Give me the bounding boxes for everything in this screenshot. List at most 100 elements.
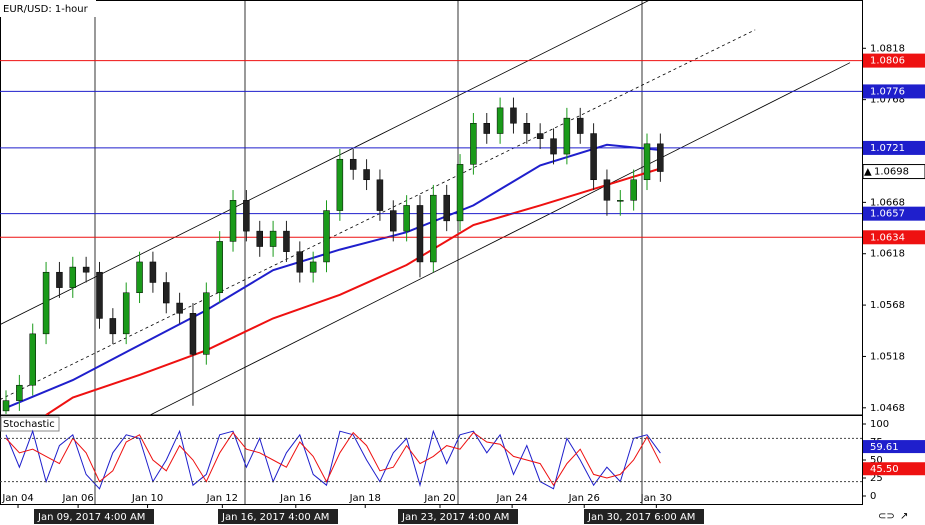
level-label-bg: [863, 84, 925, 99]
week-separators: [94, 0, 643, 505]
level-label-bg: [863, 230, 925, 245]
y-tick-label: 1.0818: [870, 43, 905, 54]
x-tick-label: Jan 06: [61, 493, 93, 504]
x-tick-label: Jan 12: [206, 493, 238, 504]
candle-body: [510, 107, 517, 124]
x-tick-label: Jan 18: [349, 493, 381, 504]
candle-body: [269, 230, 277, 247]
x-tick-label: Jan 16: [279, 493, 311, 504]
candle-body: [149, 261, 157, 283]
x-tick-label: Jan 24: [495, 493, 527, 504]
channel-line: [150, 62, 851, 415]
candle-body: [657, 143, 664, 172]
candle-body: [109, 318, 117, 335]
x-tick-label: Jan 26: [568, 493, 600, 504]
time-bar-bg: [218, 509, 338, 524]
stoch-line: [5, 429, 661, 490]
x-tick-label: Jan 10: [131, 493, 163, 504]
candle-body: [416, 205, 424, 263]
stoch-tick-label: 25: [870, 473, 883, 484]
time-bar-label: Jan 09, 2017 4:00 AM: [37, 512, 145, 523]
price-label: 1.0698: [874, 167, 909, 178]
candle-body: [430, 194, 437, 263]
candle-body: [29, 333, 36, 386]
time-bar-bg: [584, 509, 704, 524]
y-tick-label: 1.0768: [870, 95, 905, 106]
time-bar-bg: [34, 509, 154, 524]
candle-body: [349, 158, 357, 170]
x-tick-label: Jan 20: [423, 493, 455, 504]
stoch-line: [5, 431, 661, 487]
candle-body: [390, 210, 397, 232]
candle-body: [536, 133, 544, 139]
stoch-title: Stochastic: [3, 419, 55, 430]
candle-body: [336, 158, 344, 211]
candle-body: [323, 210, 330, 263]
y-tick-label: 1.0618: [870, 249, 905, 260]
candle-body: [456, 164, 464, 222]
x-tick-label: Jan 04: [1, 493, 33, 504]
x-tick-label: Jan 30: [640, 493, 672, 504]
candle-body: [496, 107, 504, 134]
candle-body: [470, 123, 477, 165]
y-tick-label: 1.0518: [870, 351, 905, 362]
candle-body: [309, 261, 317, 273]
arrow-icon[interactable]: ↗: [900, 511, 908, 522]
level-label-bg: [863, 140, 925, 155]
candle-body: [216, 241, 223, 294]
candle-body: [576, 117, 584, 134]
y-tick-label: 1.0568: [870, 300, 905, 311]
candle-body: [229, 200, 237, 242]
candle-body: [69, 266, 77, 288]
candle-body: [550, 138, 557, 155]
price-label-bg: [862, 164, 925, 180]
candle-body: [42, 271, 50, 335]
chart-title: EUR/USD: 1-hour: [3, 4, 89, 15]
time-bar-label: Jan 30, 2017 6:00 AM: [587, 512, 695, 523]
price-marker: ▲: [864, 167, 872, 178]
candle-body: [256, 230, 263, 247]
candle-body: [296, 251, 304, 273]
candle-body: [643, 143, 651, 181]
time-bar-label: Jan 16, 2017 4:00 AM: [221, 512, 329, 523]
candle-body: [630, 179, 637, 201]
candle-body: [590, 133, 597, 181]
candle-body: [243, 200, 250, 232]
time-bar: [0, 508, 700, 525]
candle-body: [189, 313, 197, 355]
title-bg: [0, 0, 96, 17]
candle-body: [283, 230, 290, 252]
level-label: 1.0657: [870, 209, 905, 220]
candle-body: [523, 123, 531, 134]
level-label: 1.0721: [870, 143, 905, 154]
stoch-title-bg: [0, 416, 60, 432]
moving-average: [5, 143, 661, 409]
candle-body: [376, 179, 384, 211]
candle-body: [16, 384, 23, 401]
link-icon[interactable]: ⊂⊃: [878, 511, 895, 522]
candle-body: [96, 271, 103, 319]
channel-line: [0, 0, 650, 325]
stoch-label-bg: [863, 462, 925, 476]
level-label: 1.0634: [870, 232, 905, 243]
candle-body: [483, 123, 491, 134]
candle-body: [2, 400, 10, 412]
stoch-label: 59.61: [870, 442, 899, 453]
candle-body: [56, 271, 63, 288]
level-label: 1.0806: [870, 56, 905, 67]
price-plot: [0, 0, 851, 415]
moving-average: [45, 167, 661, 415]
stoch-tick-label: 100: [870, 419, 889, 430]
candle-body: [603, 179, 611, 201]
time-bar-bg: [398, 509, 518, 524]
stoch-label-bg: [863, 440, 925, 454]
candle-body: [122, 292, 130, 335]
level-label-bg: [863, 53, 925, 68]
level-label-bg: [863, 206, 925, 221]
candle-body: [163, 282, 170, 304]
candle-body: [403, 205, 410, 232]
candle-body: [176, 302, 183, 314]
candle-body: [203, 292, 210, 355]
y-tick-label: 1.0468: [870, 403, 905, 414]
